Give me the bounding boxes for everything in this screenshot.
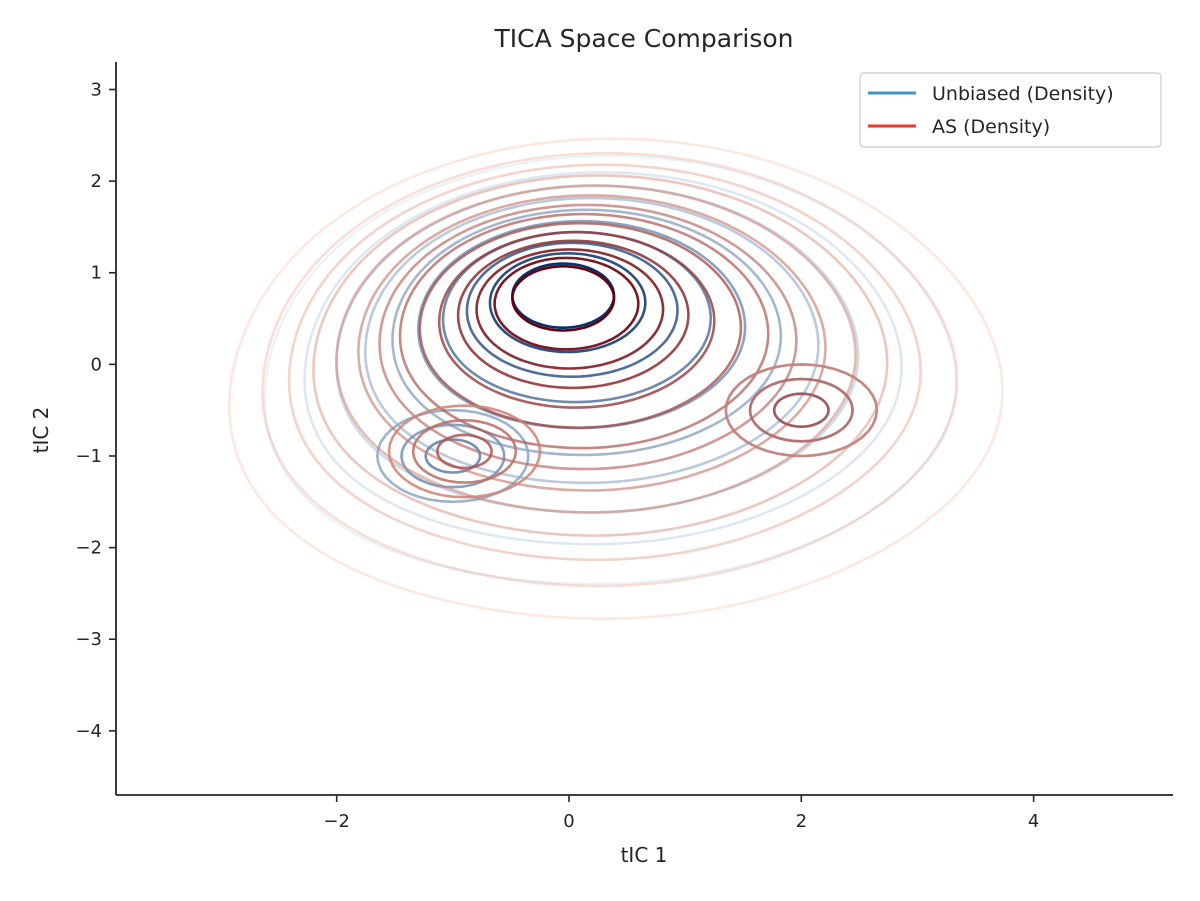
as-density-contour — [418, 221, 743, 430]
legend: Unbiased (Density) AS (Density) — [859, 72, 1162, 148]
as-density-contour — [456, 239, 690, 390]
y-tick-label: −2 — [75, 538, 102, 559]
y-axis-ticks: 3 2 1 0 −1 −2 −3 −4 — [75, 79, 116, 742]
as-density-contour — [287, 163, 922, 562]
as-secondary-contour — [387, 404, 542, 499]
y-tick-label: 2 — [91, 171, 102, 192]
x-tick-label: 0 — [563, 811, 574, 832]
y-tick-label: 0 — [91, 354, 102, 375]
plot-area — [228, 137, 1004, 620]
as-secondary-contour — [411, 418, 518, 484]
as-density-contour — [357, 194, 827, 492]
as-density-contour — [261, 151, 959, 588]
legend-frame — [859, 72, 1162, 148]
y-tick-label: −1 — [75, 446, 102, 467]
unbiased-density-contour — [363, 196, 820, 485]
as-secondary-contour — [724, 363, 879, 458]
as-density-contour — [312, 174, 889, 537]
as-density-contour — [335, 184, 857, 514]
x-axis-ticks: −2 0 2 4 — [323, 795, 1039, 832]
as-density-contour — [493, 256, 640, 351]
x-tick-label: −2 — [323, 811, 350, 832]
y-axis-label: tIC 2 — [29, 407, 53, 454]
as-secondary-contour — [748, 377, 854, 443]
y-tick-label: −3 — [75, 629, 102, 650]
y-tick-label: −4 — [75, 721, 102, 742]
unbiased-density-contour — [465, 241, 679, 379]
as-secondary-contour — [435, 433, 493, 470]
unbiased-density-contour — [511, 262, 616, 329]
as-density-contour — [511, 264, 616, 332]
as-density-contour — [228, 137, 1004, 620]
unbiased-density-contour — [263, 154, 958, 586]
as-density-contour — [398, 212, 770, 450]
y-tick-label: 3 — [91, 79, 102, 100]
unbiased-density-contour — [488, 251, 647, 354]
as-density-contour — [437, 230, 716, 409]
x-axis-label: tIC 1 — [621, 843, 668, 867]
y-tick-label: 1 — [91, 263, 102, 284]
chart-title: TICA Space Comparison — [494, 24, 794, 53]
x-tick-label: 4 — [1028, 811, 1039, 832]
legend-label-unbiased: Unbiased (Density) — [932, 83, 1114, 105]
as-density-contour — [378, 203, 798, 471]
as-secondary-contour — [772, 392, 830, 429]
unbiased-density-contour — [303, 171, 903, 546]
contour-layer — [228, 137, 1004, 620]
unbiased-density-contour — [391, 208, 783, 457]
as-density-contour — [475, 248, 665, 370]
x-tick-label: 2 — [796, 811, 807, 832]
legend-label-as: AS (Density) — [932, 116, 1050, 138]
